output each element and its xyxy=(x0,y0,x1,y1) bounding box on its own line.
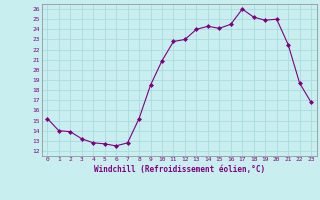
X-axis label: Windchill (Refroidissement éolien,°C): Windchill (Refroidissement éolien,°C) xyxy=(94,165,265,174)
